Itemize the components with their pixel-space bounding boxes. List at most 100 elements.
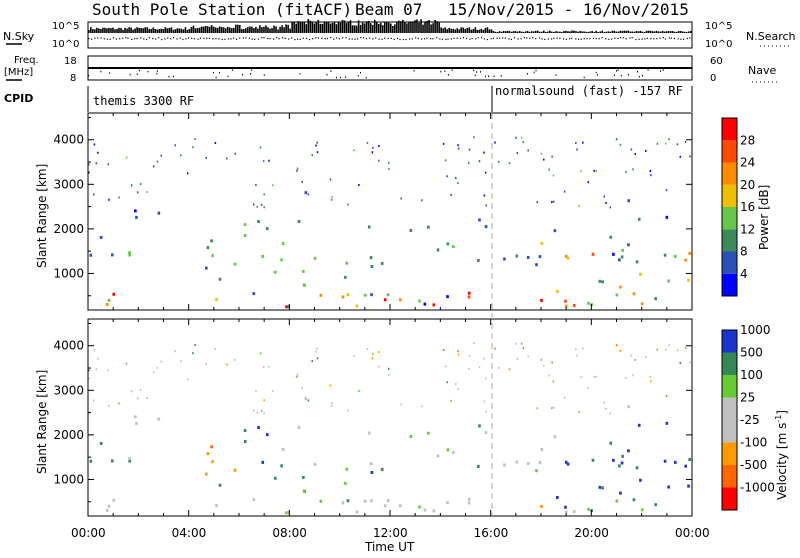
power-cell	[467, 291, 471, 295]
noise-search-dot	[559, 37, 561, 40]
noise-search-dot	[321, 37, 323, 39]
noise-search-dot	[242, 37, 244, 39]
power-noise-cell	[118, 196, 120, 199]
velocity-noise-cell	[542, 364, 545, 367]
power-cell	[535, 263, 538, 267]
noise-search-dot	[326, 37, 328, 40]
power-cell	[363, 293, 367, 297]
power-cell	[261, 254, 265, 258]
noise-search-dot	[263, 37, 265, 39]
y-tick-label: 4000	[53, 133, 84, 147]
power-cell	[615, 293, 619, 297]
power-noise-cell	[676, 143, 679, 146]
power-noise-cell	[578, 205, 580, 208]
noise-sky-bar	[645, 30, 648, 33]
velocity-cell	[432, 509, 436, 513]
power-cell	[540, 241, 544, 245]
noise-sky-bar	[547, 31, 549, 33]
noise-search-dot	[221, 38, 223, 41]
nave-dot	[440, 70, 442, 73]
noise-search-dot	[689, 37, 691, 39]
velocity-cell	[591, 458, 595, 462]
power-colorbar-tick: 28	[740, 133, 755, 147]
noise-sky-bar	[597, 31, 599, 33]
power-noise-cell	[378, 145, 380, 148]
velocity-cell	[243, 439, 247, 443]
noise-sky-bar	[567, 31, 569, 33]
velocity-noise-cell	[450, 399, 452, 402]
noise-sky-bar	[170, 27, 173, 33]
noise-search-dot	[436, 37, 438, 39]
noise-search-dot	[199, 37, 202, 39]
velocity-noise-cell	[139, 389, 142, 392]
noise-sky-bar	[154, 29, 157, 33]
velocity-y-axis-label: Slant Range [km]	[35, 370, 49, 474]
noise-search-dot	[577, 38, 580, 40]
noise-search-dot	[384, 37, 386, 39]
noise-search-dot	[294, 38, 296, 41]
noise-sky-bar	[470, 29, 473, 33]
power-colorbar-segment	[722, 162, 737, 185]
noise-search-dot	[176, 38, 178, 40]
velocity-noise-cell	[130, 390, 133, 393]
velocity-cell	[215, 504, 218, 508]
noise-search-dot	[571, 37, 573, 39]
noise-strip: N.Sky N.Search 10^5 10^0 10^5 10^0	[3, 19, 796, 50]
power-cell	[128, 253, 132, 257]
power-colorbar-segment	[722, 118, 737, 141]
noise-sky-bar	[685, 31, 688, 33]
noise-sky-bar	[430, 24, 432, 33]
power-noise-cell	[665, 189, 668, 192]
power-noise-cell	[552, 200, 555, 203]
nave-dot	[484, 75, 486, 78]
power-cell	[302, 269, 305, 273]
velocity-colorbar-frame	[721, 329, 738, 511]
power-cell	[313, 256, 317, 260]
noise-sky-bar	[500, 31, 503, 33]
noise-sky-bar	[677, 31, 680, 33]
noise-sky-bar	[222, 27, 225, 33]
velocity-colorbar-tick: 500	[740, 346, 763, 360]
noise-search-dot	[276, 37, 278, 39]
power-cell	[418, 299, 421, 303]
velocity-colorbar-segment	[722, 330, 737, 353]
freq-tick-top: 18	[64, 56, 77, 67]
velocity-noise-cell	[578, 411, 580, 414]
velocity-noise-cell	[478, 366, 481, 369]
power-noise-cell	[256, 205, 259, 208]
nave-dot	[647, 69, 649, 71]
power-cell	[128, 251, 131, 255]
power-noise-cell	[625, 171, 627, 174]
nave-dot	[447, 74, 449, 76]
velocity-noise-cell	[262, 366, 265, 369]
noise-sky-bar	[398, 20, 400, 33]
noise-sky-bar	[331, 22, 334, 33]
noise-search-dot	[439, 38, 441, 40]
power-noise-cell	[95, 162, 98, 165]
velocity-noise-cell	[587, 387, 590, 390]
noise-sky-bar	[251, 26, 253, 33]
noise-sky-bar	[621, 30, 624, 33]
noise-search-dot	[396, 37, 399, 40]
power-noise-cell	[311, 154, 313, 157]
velocity-cell	[620, 461, 624, 465]
power-colorbar-segment	[722, 229, 737, 252]
nave-dot	[100, 70, 102, 73]
noise-sky-bar	[249, 26, 251, 33]
power-cell	[135, 215, 138, 219]
noise-sky-bar	[450, 28, 452, 33]
velocity-cell	[135, 421, 138, 425]
noise-sky-bar	[90, 27, 92, 33]
noise-search-dot	[193, 38, 195, 40]
noise-sky-bar	[297, 21, 299, 33]
freq-label: Freq.	[14, 55, 39, 66]
power-noise-cell	[540, 152, 543, 155]
noise-sky-bar	[212, 26, 215, 33]
noise-sky-bar	[162, 29, 165, 33]
velocity-noise-cell	[483, 357, 485, 360]
noise-search-dot	[387, 37, 389, 40]
power-y-axis-label: Slant Range [km]	[35, 164, 49, 268]
noise-sky-bar	[259, 25, 261, 33]
velocity-cell	[467, 497, 471, 501]
velocity-colorbar-segment	[722, 397, 737, 420]
